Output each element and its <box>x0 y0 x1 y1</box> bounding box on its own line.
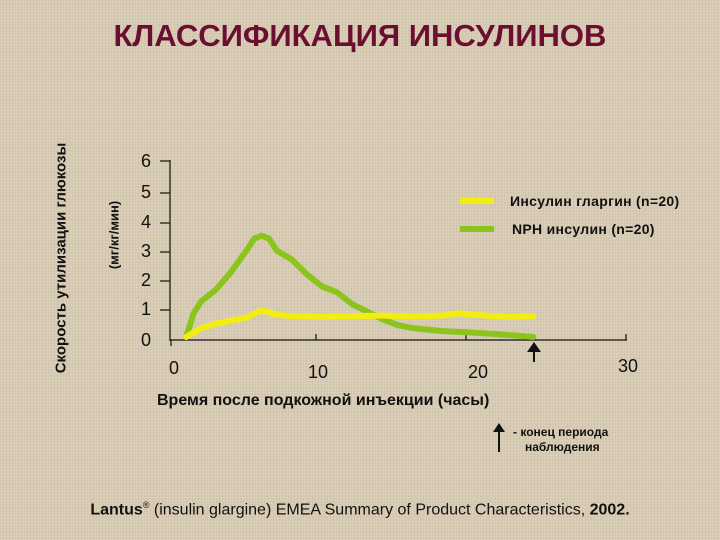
slide-title: КЛАССИФИКАЦИЯ ИНСУЛИНОВ <box>113 18 607 53</box>
source-text: (insulin glargine) EMEA Summary of Produ… <box>149 501 590 519</box>
y-tick-2: 2 <box>140 270 151 290</box>
legend-label-nph: NPH инсулин (n=20) <box>512 221 655 237</box>
end-of-observation-note: - конец периода наблюдения <box>513 425 608 455</box>
y-tick-1: 1 <box>140 299 151 319</box>
nph-series-line <box>183 232 537 340</box>
source-reg: ® <box>142 500 150 510</box>
legend-item-glargine: Инсулин гларгин (n=20) <box>460 193 679 209</box>
y-tick-0: 0 <box>140 330 151 350</box>
legend-swatch-nph <box>460 226 494 232</box>
y-tick-5: 5 <box>140 182 151 202</box>
y-tick-4: 4 <box>140 212 151 232</box>
end-of-observation-arrow-icon <box>527 342 541 362</box>
note-line2: наблюдения <box>525 440 600 454</box>
source-brand: Lantus <box>90 501 143 519</box>
legend-swatch-glargine <box>460 198 494 204</box>
legend-item-nph: NPH инсулин (n=20) <box>460 221 655 237</box>
note-line1: конец периода <box>520 425 609 439</box>
x-tick-10: 10 <box>307 362 329 382</box>
x-tick-30: 30 <box>617 356 639 376</box>
axes <box>160 160 627 346</box>
legend-label-glargine: Инсулин гларгин (n=20) <box>510 193 680 209</box>
glargine-series-line <box>183 307 537 340</box>
y-tick-6: 6 <box>140 151 151 171</box>
note-dash: - <box>513 425 517 439</box>
y-tick-3: 3 <box>140 241 151 261</box>
source-year: 2002. <box>589 501 630 519</box>
x-tick-20: 20 <box>467 362 489 382</box>
x-axis-label: Время после подкожной инъекции (часы) <box>157 392 490 409</box>
source-citation: Lantus® (insulin glargine) EMEA Summary … <box>0 500 720 519</box>
arrow-up-icon <box>493 423 505 452</box>
x-tick-0: 0 <box>168 358 180 378</box>
